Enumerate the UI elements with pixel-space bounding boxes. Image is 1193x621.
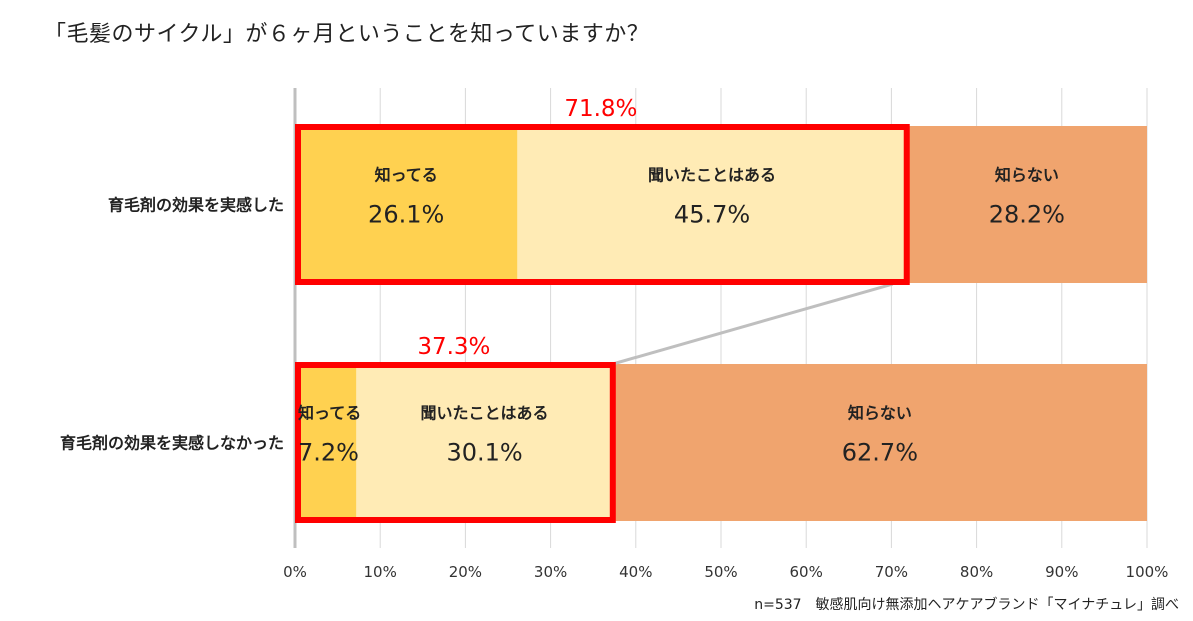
data-labels: 知ってる 26.1% 聞いたことはある 45.7% 知らない 28.2% 知ってる 7.2% 聞…	[298, 96, 1065, 467]
x-tick-label: 40%	[619, 563, 652, 581]
highlight-box	[295, 124, 910, 285]
x-tick-label: 80%	[960, 563, 993, 581]
data-label: 30.1%	[446, 439, 522, 467]
bar-dont-know	[612, 364, 1147, 521]
connector-line	[612, 282, 894, 366]
data-label: 26.1%	[368, 201, 444, 229]
highlight-total-label: 71.8%	[564, 96, 637, 122]
x-tick-label: 60%	[790, 563, 823, 581]
category-label: 育毛剤の効果を実感した	[108, 196, 284, 215]
highlight-total-label: 37.3%	[417, 334, 490, 360]
series-name-label: 知らない	[848, 404, 912, 423]
data-label: 62.7%	[842, 439, 918, 467]
series-name-label: 知らない	[995, 166, 1059, 185]
x-tick-label: 100%	[1126, 563, 1169, 581]
series-name-label: 知ってる	[375, 166, 438, 185]
x-tick-label: 10%	[364, 563, 397, 581]
x-tick-label: 20%	[449, 563, 482, 581]
x-tick-label: 50%	[704, 563, 737, 581]
bar-know	[295, 364, 357, 521]
category-label: 育毛剤の効果を実感しなかった	[60, 434, 284, 453]
data-label: 7.2%	[298, 439, 359, 467]
source-note: n=537 敏感肌向け無添加ヘアケアブランド「マイナチュレ」調べ	[754, 597, 1179, 613]
bar-dont-know	[906, 126, 1147, 283]
x-tick-label: 0%	[283, 563, 307, 581]
x-tick-label: 70%	[875, 563, 908, 581]
bar-know	[295, 126, 518, 283]
highlight-boxes	[295, 124, 910, 523]
highlight-box	[295, 362, 616, 523]
x-tick-label: 30%	[534, 563, 567, 581]
series-name-label: 知ってる	[298, 404, 361, 423]
data-label: 28.2%	[989, 201, 1065, 229]
data-label: 45.7%	[674, 201, 750, 229]
axis-labels: 0% 10% 20% 30% 40% 50% 60% 70% 80% 90% 100% 育毛剤の効果を…	[60, 196, 1168, 582]
chart-title: 「毛髪のサイクル」が６ヶ月ということを知っていますか？	[44, 22, 650, 47]
series-name-label: 聞いたことはある	[648, 166, 776, 185]
bar-heard	[517, 126, 907, 283]
series-name-label: 聞いたことはある	[421, 404, 549, 423]
bar-heard	[356, 364, 613, 521]
x-tick-label: 90%	[1045, 563, 1078, 581]
bars	[295, 126, 1147, 521]
